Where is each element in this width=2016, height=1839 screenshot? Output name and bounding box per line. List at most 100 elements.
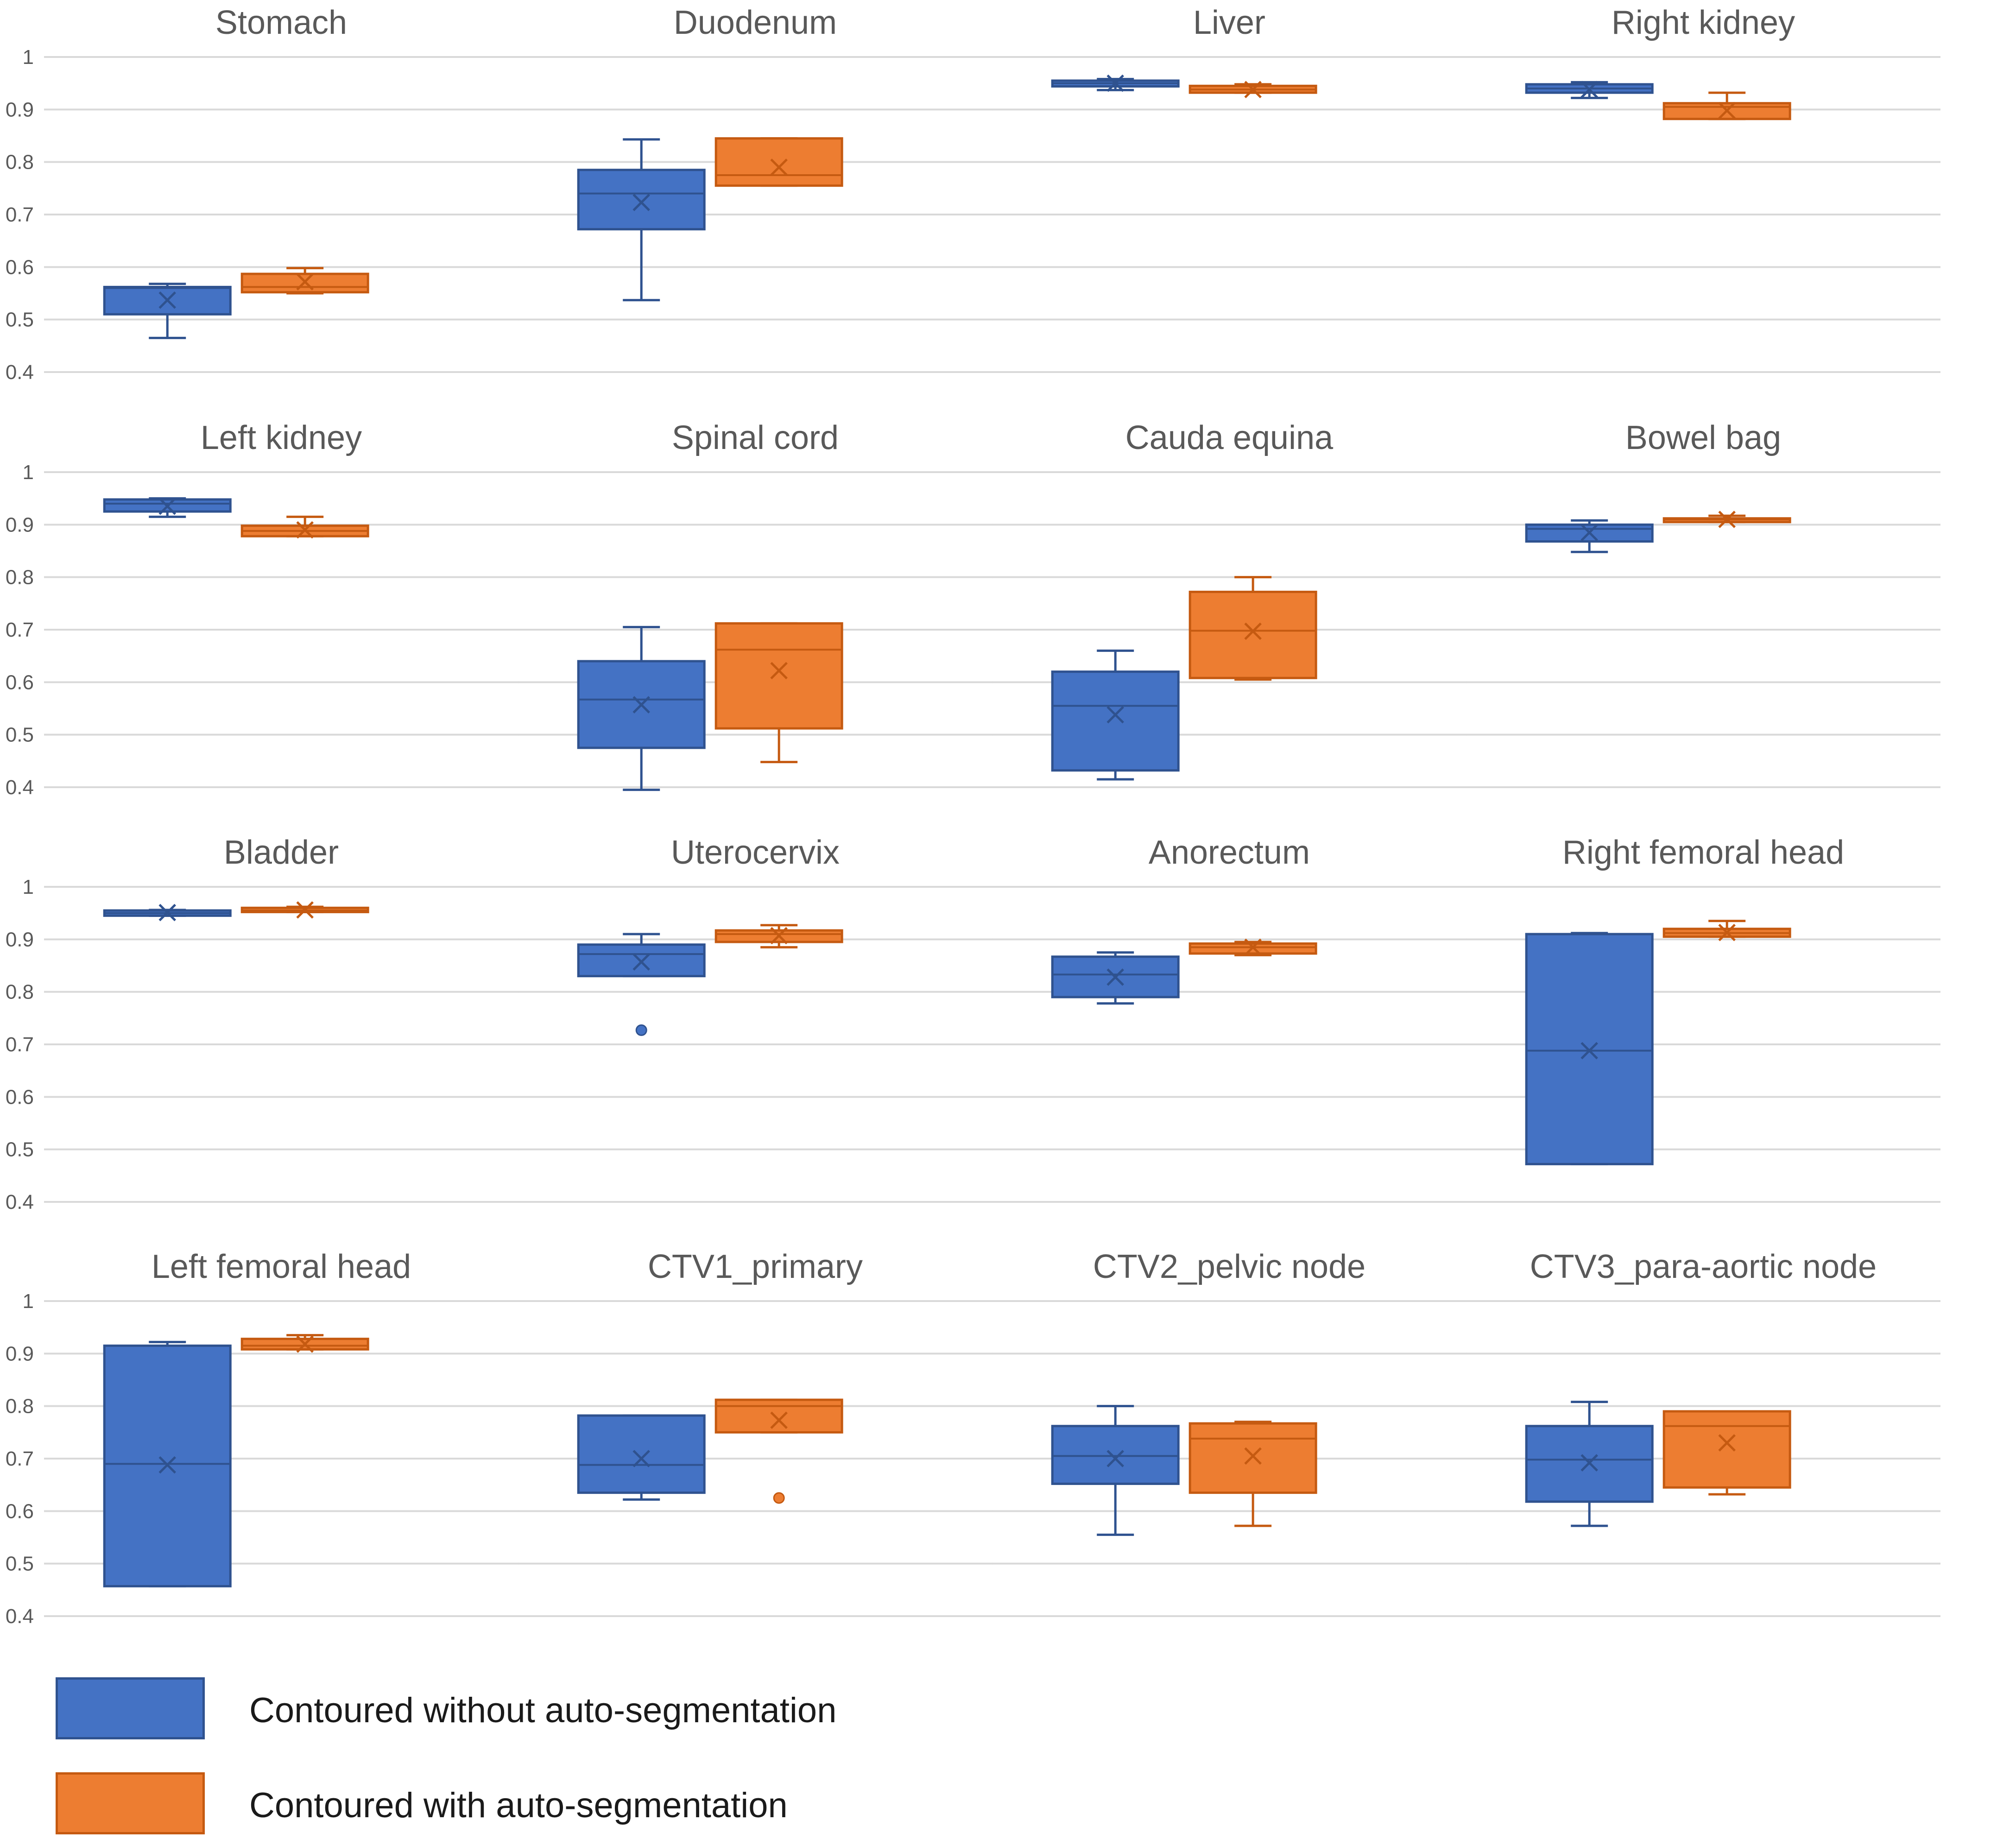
mean-marker [1580, 1042, 1599, 1060]
box-without-autoseg [577, 626, 706, 791]
chart-panel-liver: Liver [992, 4, 1466, 373]
mean-marker [632, 696, 651, 714]
legend-label-without-autoseg: Contoured without auto-segmentation [249, 1691, 837, 1730]
box-with-autoseg [714, 622, 843, 764]
y-tick-label: 0.8 [6, 981, 34, 1004]
chart-title: Spinal cord [672, 419, 839, 456]
box-with-autoseg [1188, 938, 1317, 956]
box-with-autoseg [1662, 920, 1791, 942]
chart-panel-left-kidney: Left kidney 0.4 0.5 0.6 0.7 0.8 0.9 1 [6, 419, 518, 799]
chart-panel-anorectum: Anorectum [992, 834, 1466, 1203]
mean-marker [1718, 511, 1736, 528]
mean-marker [296, 521, 314, 539]
mean-marker [770, 662, 788, 680]
chart-panel-cauda-equina: Cauda equina [992, 419, 1466, 788]
box-with-autoseg [1188, 576, 1317, 681]
box-iqr [1051, 1425, 1180, 1485]
mean-marker [1718, 101, 1736, 120]
chart-panel-bladder: Bladder 0.4 0.5 0.6 0.7 0.8 0.9 1 [6, 834, 518, 1213]
box-without-autoseg [103, 283, 232, 339]
box-with-autoseg [714, 137, 843, 187]
box-without-autoseg [1525, 519, 1654, 553]
chart-title: Bladder [224, 834, 339, 871]
box-plot-grid: Stomach 0.4 0.5 0.6 0.7 0.8 0.9 1 Duodenum Liver R… [6, 4, 1940, 1628]
y-tick-label: 0.8 [6, 566, 34, 589]
y-tick-label: 0.9 [6, 513, 34, 536]
y-tick-label: 0.6 [6, 671, 34, 694]
mean-marker [770, 1411, 788, 1429]
mean-marker [770, 927, 788, 945]
chart-title: Left femoral head [152, 1248, 411, 1285]
box-with-autoseg [240, 901, 369, 919]
mean-marker [632, 953, 651, 971]
y-tick-label: 0.8 [6, 1395, 34, 1418]
y-tick-label: 0.7 [6, 203, 34, 226]
box-with-autoseg [240, 515, 369, 539]
box-iqr [714, 137, 843, 187]
y-tick-label: 1 [23, 876, 34, 898]
chart-panel-ctv1-primary: CTV1_primary [518, 1248, 992, 1617]
box-without-autoseg [577, 138, 706, 302]
chart-panel-left-femoral-head: Left femoral head 0.4 0.5 0.6 0.7 0.8 0.9 1 [6, 1248, 518, 1628]
y-tick-label: 0.5 [6, 1553, 34, 1575]
box-without-autoseg [1525, 932, 1654, 1165]
chart-title: Uterocervix [671, 834, 840, 871]
chart-title: CTV3_para-aortic node [1530, 1248, 1877, 1285]
y-tick-label: 0.4 [6, 776, 34, 799]
chart-title: Liver [1193, 4, 1265, 41]
y-tick-label: 0.4 [6, 361, 34, 384]
chart-title: CTV2_pelvic node [1093, 1248, 1365, 1285]
y-tick-label: 0.7 [6, 1447, 34, 1470]
box-with-autoseg [1662, 511, 1791, 528]
mean-marker [158, 1456, 177, 1474]
box-without-autoseg [1051, 1405, 1180, 1536]
y-tick-label: 0.6 [6, 1086, 34, 1108]
mean-marker [1106, 74, 1125, 92]
box-without-autoseg [1051, 649, 1180, 781]
mean-marker [1244, 1447, 1262, 1465]
y-tick-label: 1 [23, 461, 34, 484]
chart-title: Anorectum [1149, 834, 1310, 871]
mean-marker [296, 1335, 314, 1353]
mean-marker [1718, 923, 1736, 942]
chart-panel-spinal-cord: Spinal cord [518, 419, 992, 791]
box-with-autoseg [1662, 91, 1791, 120]
box-iqr [240, 272, 369, 294]
chart-title: Stomach [215, 4, 347, 41]
chart-panel-ctv2-pelvic-node: CTV2_pelvic node [992, 1248, 1466, 1617]
box-iqr [1662, 1410, 1791, 1489]
y-tick-label: 1 [23, 1290, 34, 1313]
y-tick-label: 0.8 [6, 151, 34, 174]
y-tick-label: 1 [23, 46, 34, 69]
box-with-autoseg [1662, 1410, 1791, 1496]
box-with-autoseg [240, 267, 369, 295]
legend-swatch-blue [56, 1677, 205, 1739]
mean-marker [158, 497, 177, 515]
mean-marker [770, 158, 788, 176]
legend-swatch-orange [56, 1772, 205, 1834]
chart-panel-duodenum: Duodenum [518, 4, 992, 373]
box-iqr [1188, 1422, 1317, 1494]
y-tick-label: 0.7 [6, 619, 34, 641]
box-with-autoseg [714, 924, 843, 948]
box-iqr [577, 1414, 706, 1494]
mean-marker [1106, 968, 1125, 986]
mean-marker [296, 901, 314, 919]
chart-panel-right-kidney: Right kidney [1466, 4, 1940, 373]
chart-panel-right-femoral-head: Right femoral head [1466, 834, 1940, 1203]
y-tick-label: 0.6 [6, 1500, 34, 1523]
chart-panel-stomach: Stomach 0.4 0.5 0.6 0.7 0.8 0.9 1 [6, 4, 518, 384]
mean-marker [1244, 81, 1262, 99]
box-iqr [714, 622, 843, 730]
box-with-autoseg [714, 1398, 843, 1504]
legend-label-with-autoseg: Contoured with auto-segmentation [249, 1786, 788, 1825]
y-tick-label: 0.4 [6, 1605, 34, 1628]
chart-title: Bowel bag [1625, 419, 1781, 456]
mean-marker [158, 904, 177, 922]
box-without-autoseg [103, 1340, 232, 1587]
box-iqr [1188, 590, 1317, 679]
chart-title: CTV1_primary [648, 1248, 863, 1285]
mean-marker [296, 273, 314, 291]
chart-panel-bowel-bag: Bowel bag [1466, 419, 1940, 788]
box-with-autoseg [1188, 1421, 1317, 1527]
